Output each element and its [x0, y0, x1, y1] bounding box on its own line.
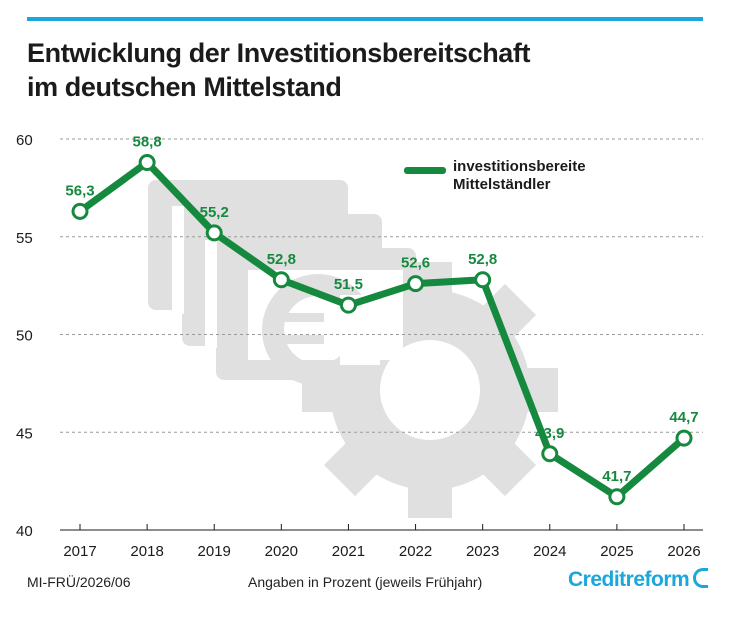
data-point — [205, 224, 223, 242]
x-tick-label: 2021 — [332, 543, 365, 560]
data-point — [71, 202, 89, 220]
gear-hole — [380, 340, 480, 440]
data-point — [675, 429, 693, 447]
data-label: 44,7 — [669, 409, 698, 426]
units-note: Angaben in Prozent (jeweils Frühjahr) — [248, 574, 483, 590]
x-tick-label: 2025 — [600, 543, 633, 560]
y-tick-label: 45 — [16, 425, 33, 442]
legend-label: investitionsbereite Mittelständler — [453, 158, 653, 194]
data-label: 52,8 — [468, 251, 497, 268]
gear-tooth — [473, 433, 537, 497]
x-tick-label: 2019 — [198, 543, 231, 560]
data-point — [339, 296, 357, 314]
y-tick-label: 50 — [16, 328, 33, 345]
x-tick-label: 2020 — [265, 543, 298, 560]
euro-bar — [274, 313, 324, 322]
logo-icon — [693, 568, 709, 588]
data-point — [272, 271, 290, 289]
x-tick-label: 2018 — [130, 543, 163, 560]
x-tick-label: 2024 — [533, 543, 566, 560]
x-tick-label: 2017 — [63, 543, 96, 560]
top-accent-line — [27, 17, 703, 21]
data-label: 58,8 — [133, 133, 162, 150]
card-gap — [205, 240, 217, 348]
data-label: 55,2 — [200, 204, 229, 221]
title-line-2: im deutschen Mittelstand — [27, 72, 342, 102]
gear-tooth — [408, 474, 452, 518]
legend-line-swatch — [404, 167, 446, 174]
data-point — [407, 275, 425, 293]
legend-label-line-1: investitionsbereite — [453, 158, 586, 175]
euro-icon — [262, 274, 380, 386]
data-series: 56,3 58,8 55,2 52,8 51,5 52,6 52,8 43,9 41,7 44,7 — [65, 133, 699, 506]
x-tick-label: 2022 — [399, 543, 432, 560]
creditreform-logo: Creditreform — [568, 568, 709, 592]
legend-label-line-2: Mittelständler — [453, 176, 551, 193]
chart-title: Entwicklung der Investitionsbereitschaft… — [27, 36, 707, 104]
data-point — [541, 445, 559, 463]
gear-tooth — [323, 433, 387, 497]
data-label: 52,6 — [401, 255, 430, 272]
y-tick-label: 60 — [16, 132, 33, 149]
x-tick-label: 2023 — [466, 543, 499, 560]
data-label: 51,5 — [334, 276, 363, 293]
euro-bar — [274, 335, 324, 344]
x-axis: 2017 2018 2019 2020 2021 2022 2023 2024 2025 2026 — [60, 524, 703, 560]
y-tick-label: 40 — [16, 523, 33, 540]
source-code: MI-FRÜ/2026/06 — [27, 574, 131, 590]
data-point — [474, 271, 492, 289]
data-label: 41,7 — [602, 468, 631, 485]
data-point — [138, 153, 156, 171]
data-label: 43,9 — [535, 425, 564, 442]
title-line-1: Entwicklung der Investitionsbereitschaft — [27, 38, 531, 68]
data-label: 56,3 — [65, 182, 94, 199]
series-line — [76, 158, 688, 501]
y-axis-ticks: 40 45 50 55 60 — [16, 132, 33, 540]
card-gap — [172, 206, 184, 314]
grid-lines — [60, 138, 703, 433]
data-label: 52,8 — [267, 251, 296, 268]
data-point — [608, 488, 626, 506]
logo-text: Creditreform — [568, 568, 690, 591]
y-tick-label: 55 — [16, 230, 33, 247]
x-tick-label: 2026 — [667, 543, 700, 560]
